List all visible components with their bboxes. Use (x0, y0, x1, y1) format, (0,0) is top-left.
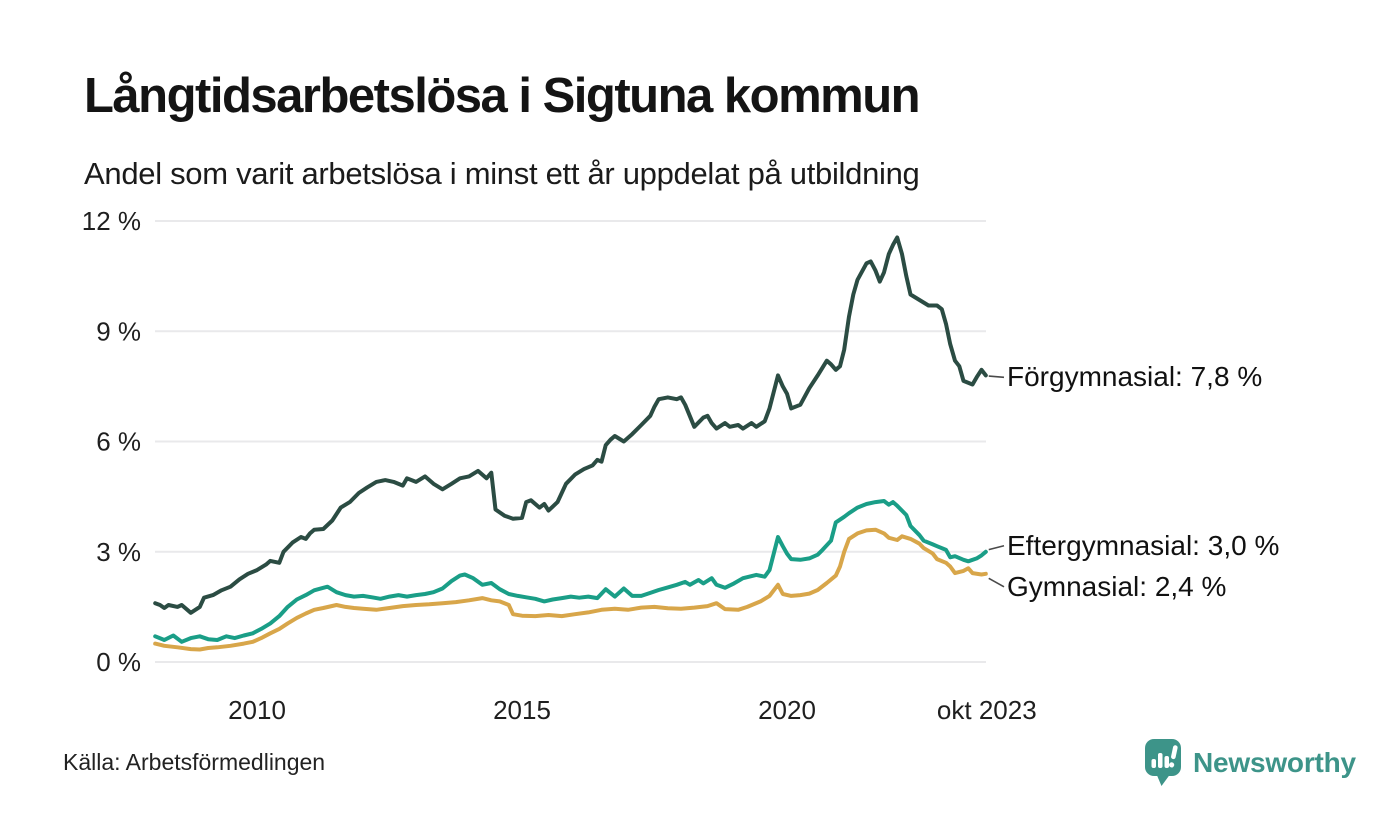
series-label-forgymnasial: Förgymnasial: 7,8 % (1007, 361, 1263, 393)
exclamation-mark (1169, 745, 1178, 768)
y-axis-tick-9: 9 % (96, 316, 141, 346)
series-line-förgymnasial (153, 235, 988, 615)
x-axis-tick-2010: 2010 (228, 695, 286, 725)
newsworthy-bubble-icon (1145, 739, 1181, 786)
source-note: Källa: Arbetsförmedlingen (63, 749, 326, 775)
label-connector-eftergymnasial (988, 544, 1005, 551)
page-subtitle: Andel som varit arbetslösa i minst ett å… (84, 156, 920, 191)
series-line-gymnasial (153, 527, 988, 652)
x-axis-tick-2020: 2020 (758, 695, 816, 725)
y-axis-tick-3: 3 % (96, 537, 141, 567)
y-axis-tick-0: 0 % (96, 647, 141, 677)
series-line-eftergymnasial (153, 499, 988, 644)
newsworthy-wordmark: Newsworthy (1193, 747, 1356, 778)
y-axis-tick-12: 12 % (82, 206, 141, 236)
series-label-eftergymnasial: Eftergymnasial: 3,0 % (1007, 529, 1280, 561)
newsworthy-logo: Newsworthy (1144, 738, 1356, 788)
x-axis-tick-okt-2023: okt 2023 (937, 695, 1037, 725)
page-title: Långtidsarbetslösa i Sigtuna kommun (84, 69, 921, 123)
label-connector-gymnasial (988, 577, 1005, 588)
series-label-gymnasial: Gymnasial: 2,4 % (1007, 570, 1227, 602)
x-axis-tick-2015: 2015 (493, 695, 551, 725)
y-axis-tick-6: 6 % (96, 427, 141, 457)
label-connector-förgymnasial (988, 375, 1005, 379)
